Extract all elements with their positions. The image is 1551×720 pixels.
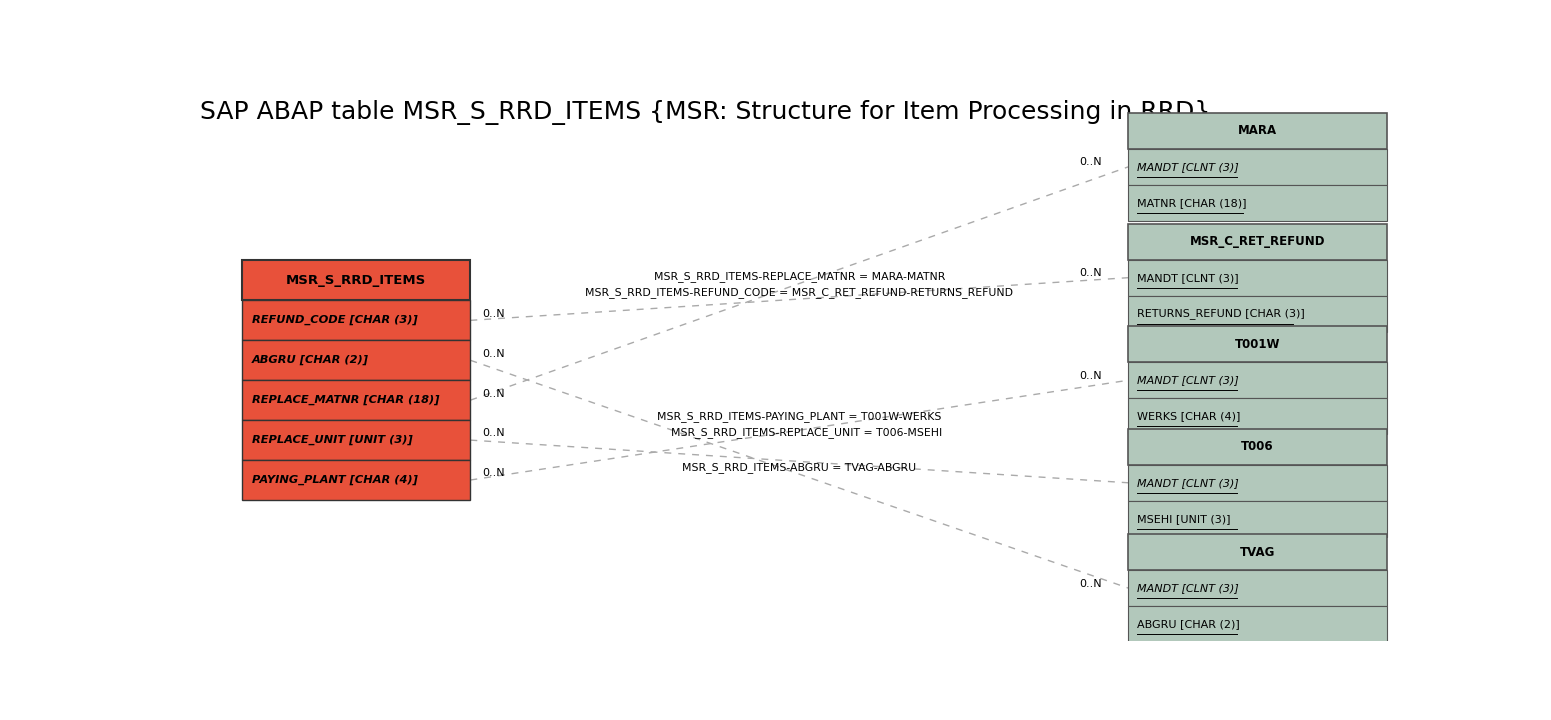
Bar: [1129, 362, 1387, 398]
Bar: [242, 261, 470, 300]
Text: 0..N: 0..N: [482, 469, 506, 478]
Bar: [1129, 296, 1387, 332]
Text: MSEHI [UNIT (3)]: MSEHI [UNIT (3)]: [1137, 514, 1230, 524]
Text: MANDT [CLNT (3)]: MANDT [CLNT (3)]: [1137, 273, 1239, 283]
Text: MSR_S_RRD_ITEMS-REPLACE_UNIT = T006-MSEHI: MSR_S_RRD_ITEMS-REPLACE_UNIT = T006-MSEH…: [656, 428, 941, 438]
Text: PAYING_PLANT [CHAR (4)]: PAYING_PLANT [CHAR (4)]: [251, 475, 417, 485]
Bar: [1129, 606, 1387, 642]
Text: RETURNS_REFUND [CHAR (3)]: RETURNS_REFUND [CHAR (3)]: [1137, 308, 1304, 319]
Bar: [1129, 534, 1387, 570]
Text: ABGRU [CHAR (2)]: ABGRU [CHAR (2)]: [251, 355, 369, 366]
Text: MSR_S_RRD_ITEMS-PAYING_PLANT = T001W-WERKS: MSR_S_RRD_ITEMS-PAYING_PLANT = T001W-WER…: [658, 411, 941, 422]
Bar: [1129, 113, 1387, 149]
Bar: [1129, 149, 1387, 185]
Bar: [1129, 465, 1387, 501]
Text: MANDT [CLNT (3)]: MANDT [CLNT (3)]: [1137, 375, 1239, 385]
Text: MANDT [CLNT (3)]: MANDT [CLNT (3)]: [1137, 162, 1239, 172]
Bar: [1129, 570, 1387, 606]
Bar: [1129, 224, 1387, 260]
Text: T001W: T001W: [1235, 338, 1281, 351]
Bar: [242, 420, 470, 460]
Text: MSR_S_RRD_ITEMS-REFUND_CODE = MSR_C_RET_REFUND-RETURNS_REFUND: MSR_S_RRD_ITEMS-REFUND_CODE = MSR_C_RET_…: [585, 287, 1013, 298]
Bar: [1129, 326, 1387, 362]
Text: REFUND_CODE [CHAR (3)]: REFUND_CODE [CHAR (3)]: [251, 315, 417, 325]
Bar: [242, 460, 470, 500]
Text: 0..N: 0..N: [1079, 158, 1103, 167]
Text: 0..N: 0..N: [1079, 579, 1103, 589]
Bar: [1129, 501, 1387, 537]
Text: MANDT [CLNT (3)]: MANDT [CLNT (3)]: [1137, 478, 1239, 487]
Text: 0..N: 0..N: [1079, 371, 1103, 381]
Bar: [1129, 260, 1387, 296]
Text: WERKS [CHAR (4)]: WERKS [CHAR (4)]: [1137, 411, 1241, 421]
Text: MARA: MARA: [1238, 125, 1276, 138]
Text: REPLACE_MATNR [CHAR (18)]: REPLACE_MATNR [CHAR (18)]: [251, 395, 439, 405]
Text: SAP ABAP table MSR_S_RRD_ITEMS {MSR: Structure for Item Processing in RRD}: SAP ABAP table MSR_S_RRD_ITEMS {MSR: Str…: [200, 100, 1210, 125]
Text: MATNR [CHAR (18)]: MATNR [CHAR (18)]: [1137, 198, 1247, 208]
Bar: [1129, 185, 1387, 221]
Text: 0..N: 0..N: [1079, 269, 1103, 278]
Text: MANDT [CLNT (3)]: MANDT [CLNT (3)]: [1137, 583, 1239, 593]
Bar: [242, 380, 470, 420]
Bar: [1129, 428, 1387, 465]
Text: MSR_C_RET_REFUND: MSR_C_RET_REFUND: [1190, 235, 1326, 248]
Text: 0..N: 0..N: [482, 309, 506, 319]
Bar: [242, 341, 470, 380]
Bar: [1129, 398, 1387, 434]
Text: MSR_S_RRD_ITEMS-ABGRU = TVAG-ABGRU: MSR_S_RRD_ITEMS-ABGRU = TVAG-ABGRU: [682, 462, 917, 473]
Text: ABGRU [CHAR (2)]: ABGRU [CHAR (2)]: [1137, 619, 1239, 629]
Text: T006: T006: [1241, 440, 1273, 454]
Text: 0..N: 0..N: [482, 389, 506, 399]
Text: 0..N: 0..N: [482, 348, 506, 359]
Text: MSR_S_RRD_ITEMS: MSR_S_RRD_ITEMS: [285, 274, 427, 287]
Bar: [242, 300, 470, 341]
Text: MSR_S_RRD_ITEMS-REPLACE_MATNR = MARA-MATNR: MSR_S_RRD_ITEMS-REPLACE_MATNR = MARA-MAT…: [653, 271, 945, 282]
Text: REPLACE_UNIT [UNIT (3)]: REPLACE_UNIT [UNIT (3)]: [251, 435, 413, 445]
Text: 0..N: 0..N: [482, 428, 506, 438]
Text: TVAG: TVAG: [1239, 546, 1275, 559]
